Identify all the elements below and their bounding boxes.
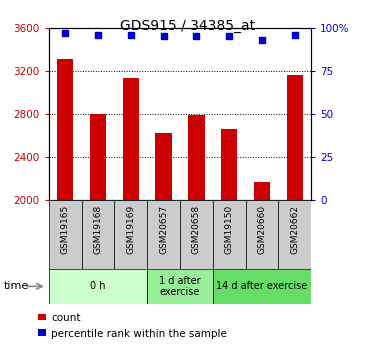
- Text: percentile rank within the sample: percentile rank within the sample: [51, 329, 227, 338]
- Bar: [278, 200, 311, 269]
- Text: GSM19169: GSM19169: [126, 205, 135, 254]
- Text: GSM20662: GSM20662: [290, 205, 299, 254]
- Text: time: time: [4, 282, 29, 291]
- Bar: [82, 200, 114, 269]
- Bar: [114, 200, 147, 269]
- Text: GSM20658: GSM20658: [192, 205, 201, 254]
- Bar: [155, 133, 172, 200]
- Bar: [213, 200, 246, 269]
- Text: GDS915 / 34385_at: GDS915 / 34385_at: [120, 19, 255, 33]
- Point: [226, 33, 232, 39]
- Point: [95, 32, 101, 37]
- Bar: [213, 269, 311, 304]
- Bar: [147, 200, 180, 269]
- Text: 1 d after
exercise: 1 d after exercise: [159, 276, 201, 297]
- Text: GSM19165: GSM19165: [61, 205, 70, 254]
- Bar: [180, 200, 213, 269]
- Bar: [246, 200, 278, 269]
- Bar: [254, 182, 270, 200]
- Bar: [49, 200, 82, 269]
- Bar: [38, 329, 46, 336]
- Bar: [286, 75, 303, 200]
- Bar: [123, 78, 139, 200]
- Point: [62, 30, 68, 36]
- Bar: [90, 114, 106, 200]
- Bar: [221, 129, 237, 200]
- Bar: [188, 115, 205, 200]
- Point: [259, 37, 265, 42]
- Text: count: count: [51, 313, 81, 323]
- Point: [160, 33, 166, 39]
- Text: GSM20657: GSM20657: [159, 205, 168, 254]
- Text: 14 d after exercise: 14 d after exercise: [216, 282, 308, 291]
- Bar: [49, 269, 147, 304]
- Bar: [57, 59, 74, 200]
- Text: GSM19168: GSM19168: [93, 205, 102, 254]
- Text: 0 h: 0 h: [90, 282, 106, 291]
- Text: GSM19150: GSM19150: [225, 205, 234, 254]
- Text: GSM20660: GSM20660: [258, 205, 267, 254]
- Point: [194, 33, 200, 39]
- Point: [128, 32, 134, 37]
- Point: [292, 32, 298, 37]
- Bar: [147, 269, 213, 304]
- Bar: [38, 314, 46, 320]
